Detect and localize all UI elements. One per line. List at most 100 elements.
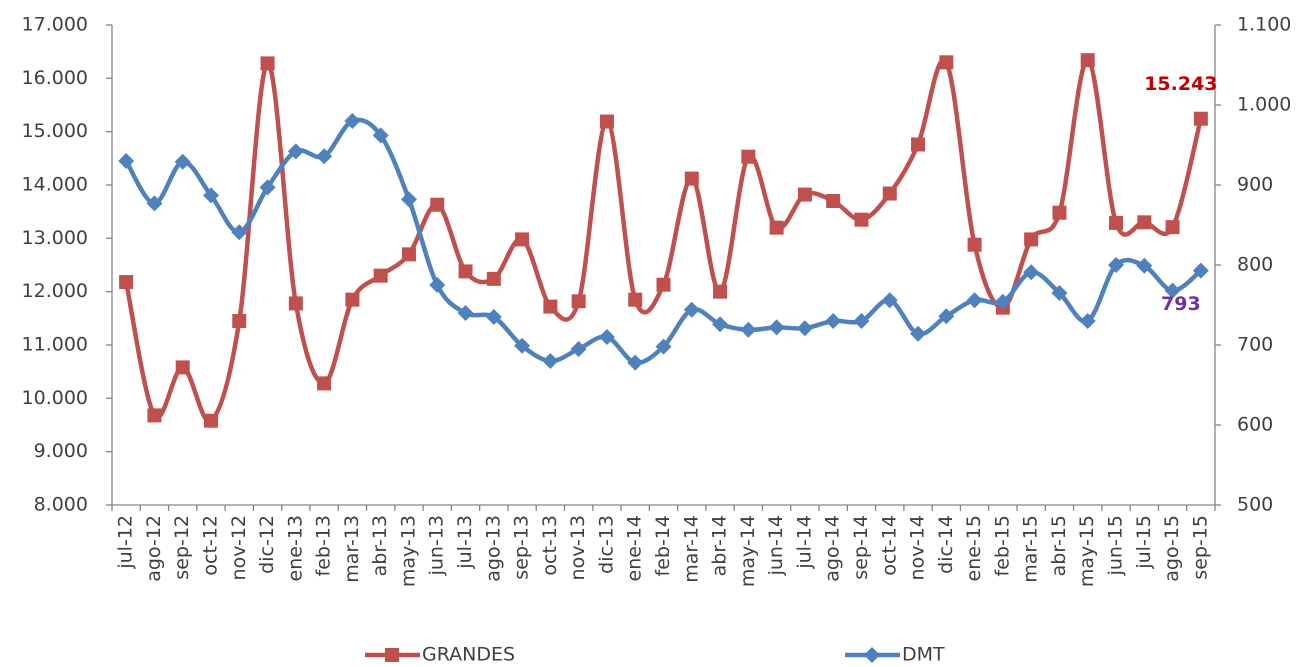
marker xyxy=(1052,205,1067,220)
y-tick-label: 9.000 xyxy=(34,440,88,462)
marker xyxy=(627,354,644,371)
x-tick-label: nov-14 xyxy=(907,515,929,580)
x-tick-label: abr-15 xyxy=(1048,515,1070,576)
marker xyxy=(430,197,445,212)
marker xyxy=(826,194,841,208)
marker xyxy=(910,325,927,342)
data-label: 793 xyxy=(1161,293,1201,315)
y-tick-label: 15.000 xyxy=(22,120,88,142)
marker xyxy=(599,114,614,129)
x-tick-label: ago-14 xyxy=(822,515,844,582)
marker xyxy=(1079,313,1096,329)
marker xyxy=(967,237,982,252)
y2-tick-label: 800 xyxy=(1237,254,1273,276)
x-tick-label: nov-12 xyxy=(228,515,250,580)
x-tick-label: mar-13 xyxy=(341,515,363,583)
marker xyxy=(174,153,191,170)
marker xyxy=(1023,264,1040,281)
x-tick-label: mar-14 xyxy=(680,515,702,583)
x-tick-label: feb-15 xyxy=(991,515,1013,576)
marker xyxy=(713,284,728,299)
marker xyxy=(543,299,558,314)
marker xyxy=(853,313,870,329)
y-tick-label: 13.000 xyxy=(22,227,88,249)
y2-tick-label: 600 xyxy=(1237,414,1273,436)
marker xyxy=(1136,257,1153,274)
x-tick-label: ene-14 xyxy=(624,515,646,581)
x-tick-label: ago-15 xyxy=(1161,515,1183,582)
marker xyxy=(429,277,446,293)
x-tick-label: may-15 xyxy=(1076,515,1098,587)
marker xyxy=(202,187,219,204)
y-tick-label: 16.000 xyxy=(22,67,88,89)
x-tick-label: jul-14 xyxy=(793,515,815,570)
marker xyxy=(741,149,756,164)
marker xyxy=(796,320,813,337)
marker xyxy=(683,301,700,318)
marker xyxy=(768,319,785,336)
marker xyxy=(1137,215,1152,230)
marker xyxy=(797,187,812,202)
data-label: 15.243 xyxy=(1144,73,1217,95)
marker xyxy=(457,305,474,321)
marker xyxy=(1164,282,1181,299)
x-tick-label: ene-13 xyxy=(284,515,306,581)
marker xyxy=(1193,111,1208,126)
y-tick-label: 14.000 xyxy=(22,174,88,196)
marker xyxy=(1080,53,1095,68)
marker xyxy=(146,195,163,212)
marker xyxy=(385,648,399,662)
x-tick-label: oct-14 xyxy=(878,515,900,576)
x-tick-label: jul-15 xyxy=(1133,515,1155,570)
marker xyxy=(1165,220,1180,235)
x-tick-label: feb-14 xyxy=(652,515,674,576)
legend-label: GRANDES xyxy=(422,644,515,666)
marker xyxy=(344,113,361,129)
marker xyxy=(994,293,1011,310)
x-tick-label: may-14 xyxy=(737,515,759,587)
x-tick-label: jun-14 xyxy=(765,515,787,576)
y-tick-label: 11.000 xyxy=(22,334,88,356)
marker xyxy=(570,341,587,357)
x-tick-label: ene-15 xyxy=(963,515,985,581)
marker xyxy=(825,313,842,329)
x-tick-label: feb-13 xyxy=(313,515,335,576)
marker xyxy=(260,56,275,71)
x-tick-label: nov-13 xyxy=(567,515,589,580)
marker xyxy=(628,292,643,307)
series: 15.243 GRANDES xyxy=(119,53,1218,666)
y2-tick-label: 700 xyxy=(1237,334,1273,356)
marker xyxy=(175,360,190,375)
marker xyxy=(1192,262,1209,279)
x-tick-label: dic-14 xyxy=(935,515,957,574)
marker xyxy=(598,329,615,345)
x-tick-label: dic-12 xyxy=(256,515,278,574)
x-tick-label: sep-15 xyxy=(1189,515,1211,580)
marker xyxy=(1108,257,1125,273)
x-tick-label: sep-12 xyxy=(171,515,193,580)
x-tick-label: dic-13 xyxy=(595,515,617,574)
marker xyxy=(542,353,559,369)
marker xyxy=(514,337,531,354)
marker xyxy=(684,171,699,186)
marker xyxy=(1051,285,1068,301)
x-tick-label: sep-14 xyxy=(850,515,872,580)
marker xyxy=(400,191,417,208)
marker xyxy=(203,413,218,428)
marker xyxy=(740,321,757,338)
marker xyxy=(938,308,955,325)
marker xyxy=(372,127,389,144)
y-tick-label: 8.000 xyxy=(34,494,88,516)
marker xyxy=(401,247,416,262)
marker xyxy=(939,55,954,70)
y-tick-label: 10.000 xyxy=(22,387,88,409)
marker xyxy=(118,153,135,169)
x-tick-label: abr-13 xyxy=(369,515,391,576)
marker xyxy=(119,275,134,290)
marker xyxy=(571,294,586,309)
marker xyxy=(864,647,880,663)
marker xyxy=(911,137,926,152)
x-tick-label: jun-15 xyxy=(1105,515,1127,576)
marker xyxy=(655,338,672,355)
